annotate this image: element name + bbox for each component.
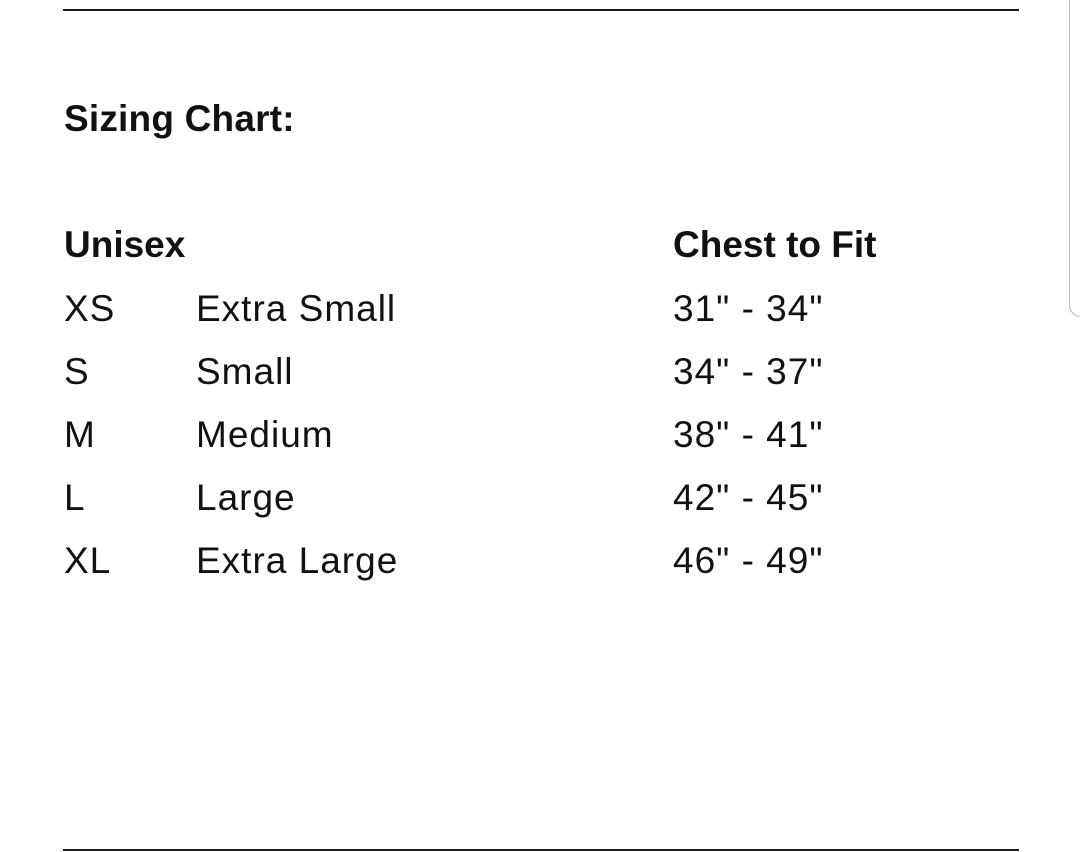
- size-name-cell: Extra Large: [196, 540, 399, 581]
- page-title: Sizing Chart:: [64, 98, 295, 139]
- size-chest-cell: 31" - 34": [673, 288, 824, 329]
- size-code-cell: XS: [64, 288, 116, 329]
- size-code-cell: S: [64, 351, 90, 392]
- size-chest-cell: 42" - 45": [673, 477, 824, 518]
- size-name-cell: Extra Small: [196, 288, 397, 329]
- size-chest-cell: 38" - 41": [673, 414, 824, 455]
- size-name-cell: Small: [196, 351, 294, 392]
- top-divider: [63, 9, 1019, 11]
- size-chest-cell: 46" - 49": [673, 540, 824, 581]
- size-chest-cell: 34" - 37": [673, 351, 824, 392]
- header-chest-to-fit: Chest to Fit: [673, 224, 877, 265]
- header-unisex: Unisex: [64, 224, 186, 265]
- size-name-cell: Medium: [196, 414, 334, 455]
- size-code-cell: M: [64, 414, 96, 455]
- size-code-cell: L: [64, 477, 86, 518]
- side-panel-edge: [1069, 0, 1080, 317]
- size-name-cell: Large: [196, 477, 296, 518]
- bottom-divider: [63, 849, 1019, 851]
- size-code-cell: XL: [64, 540, 112, 581]
